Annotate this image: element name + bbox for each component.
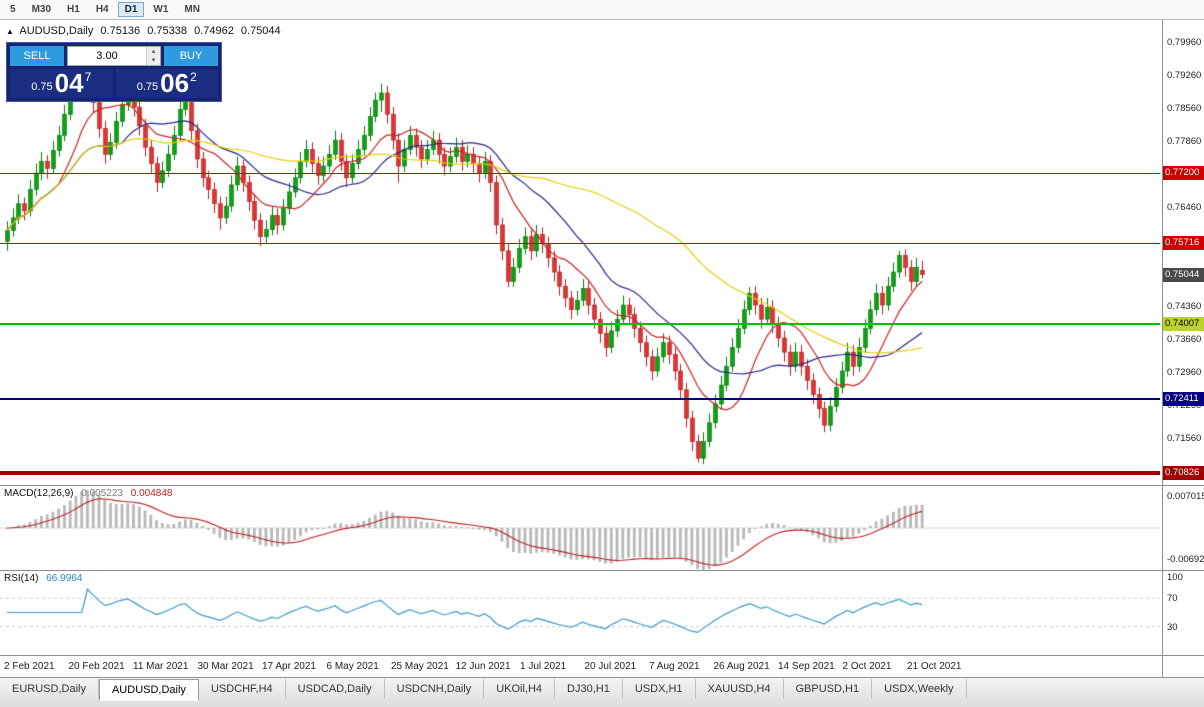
horizontal-line-0.74007[interactable] — [0, 322, 1160, 325]
one-click-trading-panel: SELL ▴ ▾ BUY 0.75 04 7 0.75 06 2 — [6, 42, 222, 102]
price-axis-label: 0.76460 — [1167, 201, 1202, 213]
date-axis-label: 21 Oct 2021 — [907, 661, 962, 672]
horizontal-line-0.77200[interactable] — [0, 172, 1160, 174]
volume-control: ▴ ▾ — [67, 46, 161, 66]
timeframe-button-5[interactable]: 5 — [3, 2, 23, 17]
price-axis-label: 0.74360 — [1167, 300, 1202, 312]
date-axis-label: 6 May 2021 — [326, 661, 379, 672]
rsi-value: 66.9964 — [46, 573, 83, 584]
timeframe-toolbar: 5 M30 H1 H4 D1 W1 MN — [0, 0, 1204, 20]
buy-price-prefix: 0.75 — [136, 81, 159, 93]
chart-tab-usdcnh-daily[interactable]: USDCNH,Daily — [385, 679, 485, 699]
price-axis-label: 0.79260 — [1167, 70, 1202, 82]
price-level-badge-0.70826: 0.70826 — [1163, 466, 1204, 481]
buy-price-pipette: 2 — [190, 70, 197, 84]
chart-tab-bar: EURUSD,Daily AUDUSD,Daily USDCHF,H4 USDCAD,… — [0, 677, 1204, 707]
date-axis-divider — [0, 655, 1204, 656]
price-axis-label: 0.71560 — [1167, 432, 1202, 444]
price-level-badge-0.74007: 0.74007 — [1163, 316, 1204, 331]
macd-name: MACD(12,26,9) — [4, 488, 74, 499]
date-axis-label: 25 May 2021 — [391, 661, 449, 672]
date-axis-label: 7 Aug 2021 — [649, 661, 700, 672]
sell-button[interactable]: SELL — [10, 46, 64, 66]
timeframe-button-d1[interactable]: D1 — [117, 2, 145, 17]
sell-price-prefix: 0.75 — [31, 81, 53, 93]
timeframe-button-h1[interactable]: H1 — [60, 2, 87, 17]
date-axis-label: 12 Jun 2021 — [455, 661, 511, 672]
date-axis-label: 14 Sep 2021 — [778, 661, 835, 672]
chart-tab-audusd-daily[interactable]: AUDUSD,Daily — [98, 679, 199, 701]
macd-indicator-label: MACD(12,26,9) 0.005223 0.004848 — [4, 488, 172, 499]
chart-tab-xauusd-h4[interactable]: XAUUSD,H4 — [696, 679, 784, 699]
macd-axis-label: 0.007015 — [1167, 491, 1204, 503]
buy-price-big-digits: 06 — [160, 68, 190, 98]
chart-tab-usdx-weekly[interactable]: USDX,Weekly — [872, 679, 967, 699]
date-axis-label: 2 Feb 2021 — [4, 661, 55, 672]
horizontal-line-0.75716[interactable] — [0, 242, 1160, 244]
date-axis-label: 26 Aug 2021 — [713, 661, 770, 672]
rsi-indicator-canvas[interactable] — [0, 571, 1160, 655]
rsi-pane-divider — [0, 570, 1204, 571]
rsi-axis-label: 100 — [1167, 572, 1183, 583]
chart-tab-gbpusd-h1[interactable]: GBPUSD,H1 — [784, 679, 873, 699]
volume-increase-icon[interactable]: ▴ — [147, 47, 160, 56]
date-axis-label: 2 Oct 2021 — [842, 661, 892, 672]
buy-price-display: 0.75 06 2 — [115, 68, 218, 98]
chart-tab-eurusd-daily[interactable]: EURUSD,Daily — [0, 679, 99, 699]
volume-decrease-icon[interactable]: ▾ — [147, 56, 160, 65]
rsi-axis-label: 70 — [1167, 593, 1178, 605]
chart-tab-usdcad-daily[interactable]: USDCAD,Daily — [286, 679, 385, 699]
macd-axis-label: -0.006925 — [1167, 554, 1204, 566]
price-level-badge-0.75716: 0.75716 — [1163, 236, 1204, 251]
chart-symbol-label: AUDUSD,Daily — [19, 25, 94, 37]
volume-input[interactable] — [68, 47, 146, 65]
price-axis-label: 0.73660 — [1167, 333, 1202, 345]
chart-tab-usdx-h1[interactable]: USDX,H1 — [623, 679, 696, 699]
price-axis-label: 0.77860 — [1167, 136, 1202, 148]
rsi-name: RSI(14) — [4, 573, 39, 584]
price-axis-label: 0.72960 — [1167, 366, 1202, 378]
price-axis-label: 0.79960 — [1167, 37, 1202, 49]
current-price-badge: 0.75044 — [1163, 267, 1204, 282]
date-axis-label: 11 Mar 2021 — [133, 661, 189, 672]
timeframe-button-h4[interactable]: H4 — [89, 2, 116, 17]
price-axis-label: 0.78560 — [1167, 103, 1202, 115]
price-level-badge-0.72411: 0.72411 — [1163, 391, 1204, 406]
sell-price-display: 0.75 04 7 — [10, 69, 113, 98]
chart-title: ▲ AUDUSD,Daily 0.75136 0.75338 0.74962 0… — [6, 25, 281, 37]
macd-pane-divider — [0, 485, 1204, 486]
horizontal-line-0.70826[interactable] — [0, 471, 1160, 476]
price-axis-border — [1162, 20, 1163, 677]
macd-signal-value: 0.004848 — [130, 488, 173, 499]
one-click-collapse-icon[interactable]: ▲ — [6, 27, 14, 36]
buy-button[interactable]: BUY — [164, 46, 218, 66]
timeframe-button-w1[interactable]: W1 — [146, 2, 175, 17]
timeframe-button-m30[interactable]: M30 — [25, 2, 58, 17]
chart-tab-ukoil-h4[interactable]: UKOil,H4 — [484, 679, 556, 699]
chart-tab-usdchf-h4[interactable]: USDCHF,H4 — [199, 679, 286, 699]
price-level-badge-0.77200: 0.77200 — [1163, 166, 1204, 181]
ohlc-close: 0.75044 — [240, 25, 281, 37]
sell-price-big-digits: 04 — [54, 68, 84, 98]
date-axis-label: 17 Apr 2021 — [262, 661, 316, 672]
chart-workspace: ▲ AUDUSD,Daily 0.75136 0.75338 0.74962 0… — [0, 20, 1204, 677]
timeframe-button-mn[interactable]: MN — [177, 2, 207, 17]
sell-price-pipette: 7 — [84, 70, 92, 84]
volume-spinner: ▴ ▾ — [146, 47, 160, 65]
date-axis-label: 30 Mar 2021 — [197, 661, 254, 672]
rsi-axis-label: 30 — [1167, 621, 1178, 633]
date-axis-label: 1 Jul 2021 — [520, 661, 567, 672]
horizontal-line-0.72411[interactable] — [0, 397, 1160, 400]
ohlc-high: 0.75338 — [147, 25, 187, 37]
macd-value: 0.005223 — [81, 488, 123, 499]
date-axis-label: 20 Jul 2021 — [584, 661, 637, 672]
chart-tab-dj30-h1[interactable]: DJ30,H1 — [555, 679, 623, 699]
macd-indicator-canvas[interactable] — [0, 486, 1160, 570]
ohlc-open: 0.75136 — [100, 25, 141, 37]
rsi-indicator-label: RSI(14) 66.9964 — [4, 573, 82, 584]
date-axis-label: 20 Feb 2021 — [68, 661, 125, 672]
ohlc-low: 0.74962 — [194, 25, 234, 37]
